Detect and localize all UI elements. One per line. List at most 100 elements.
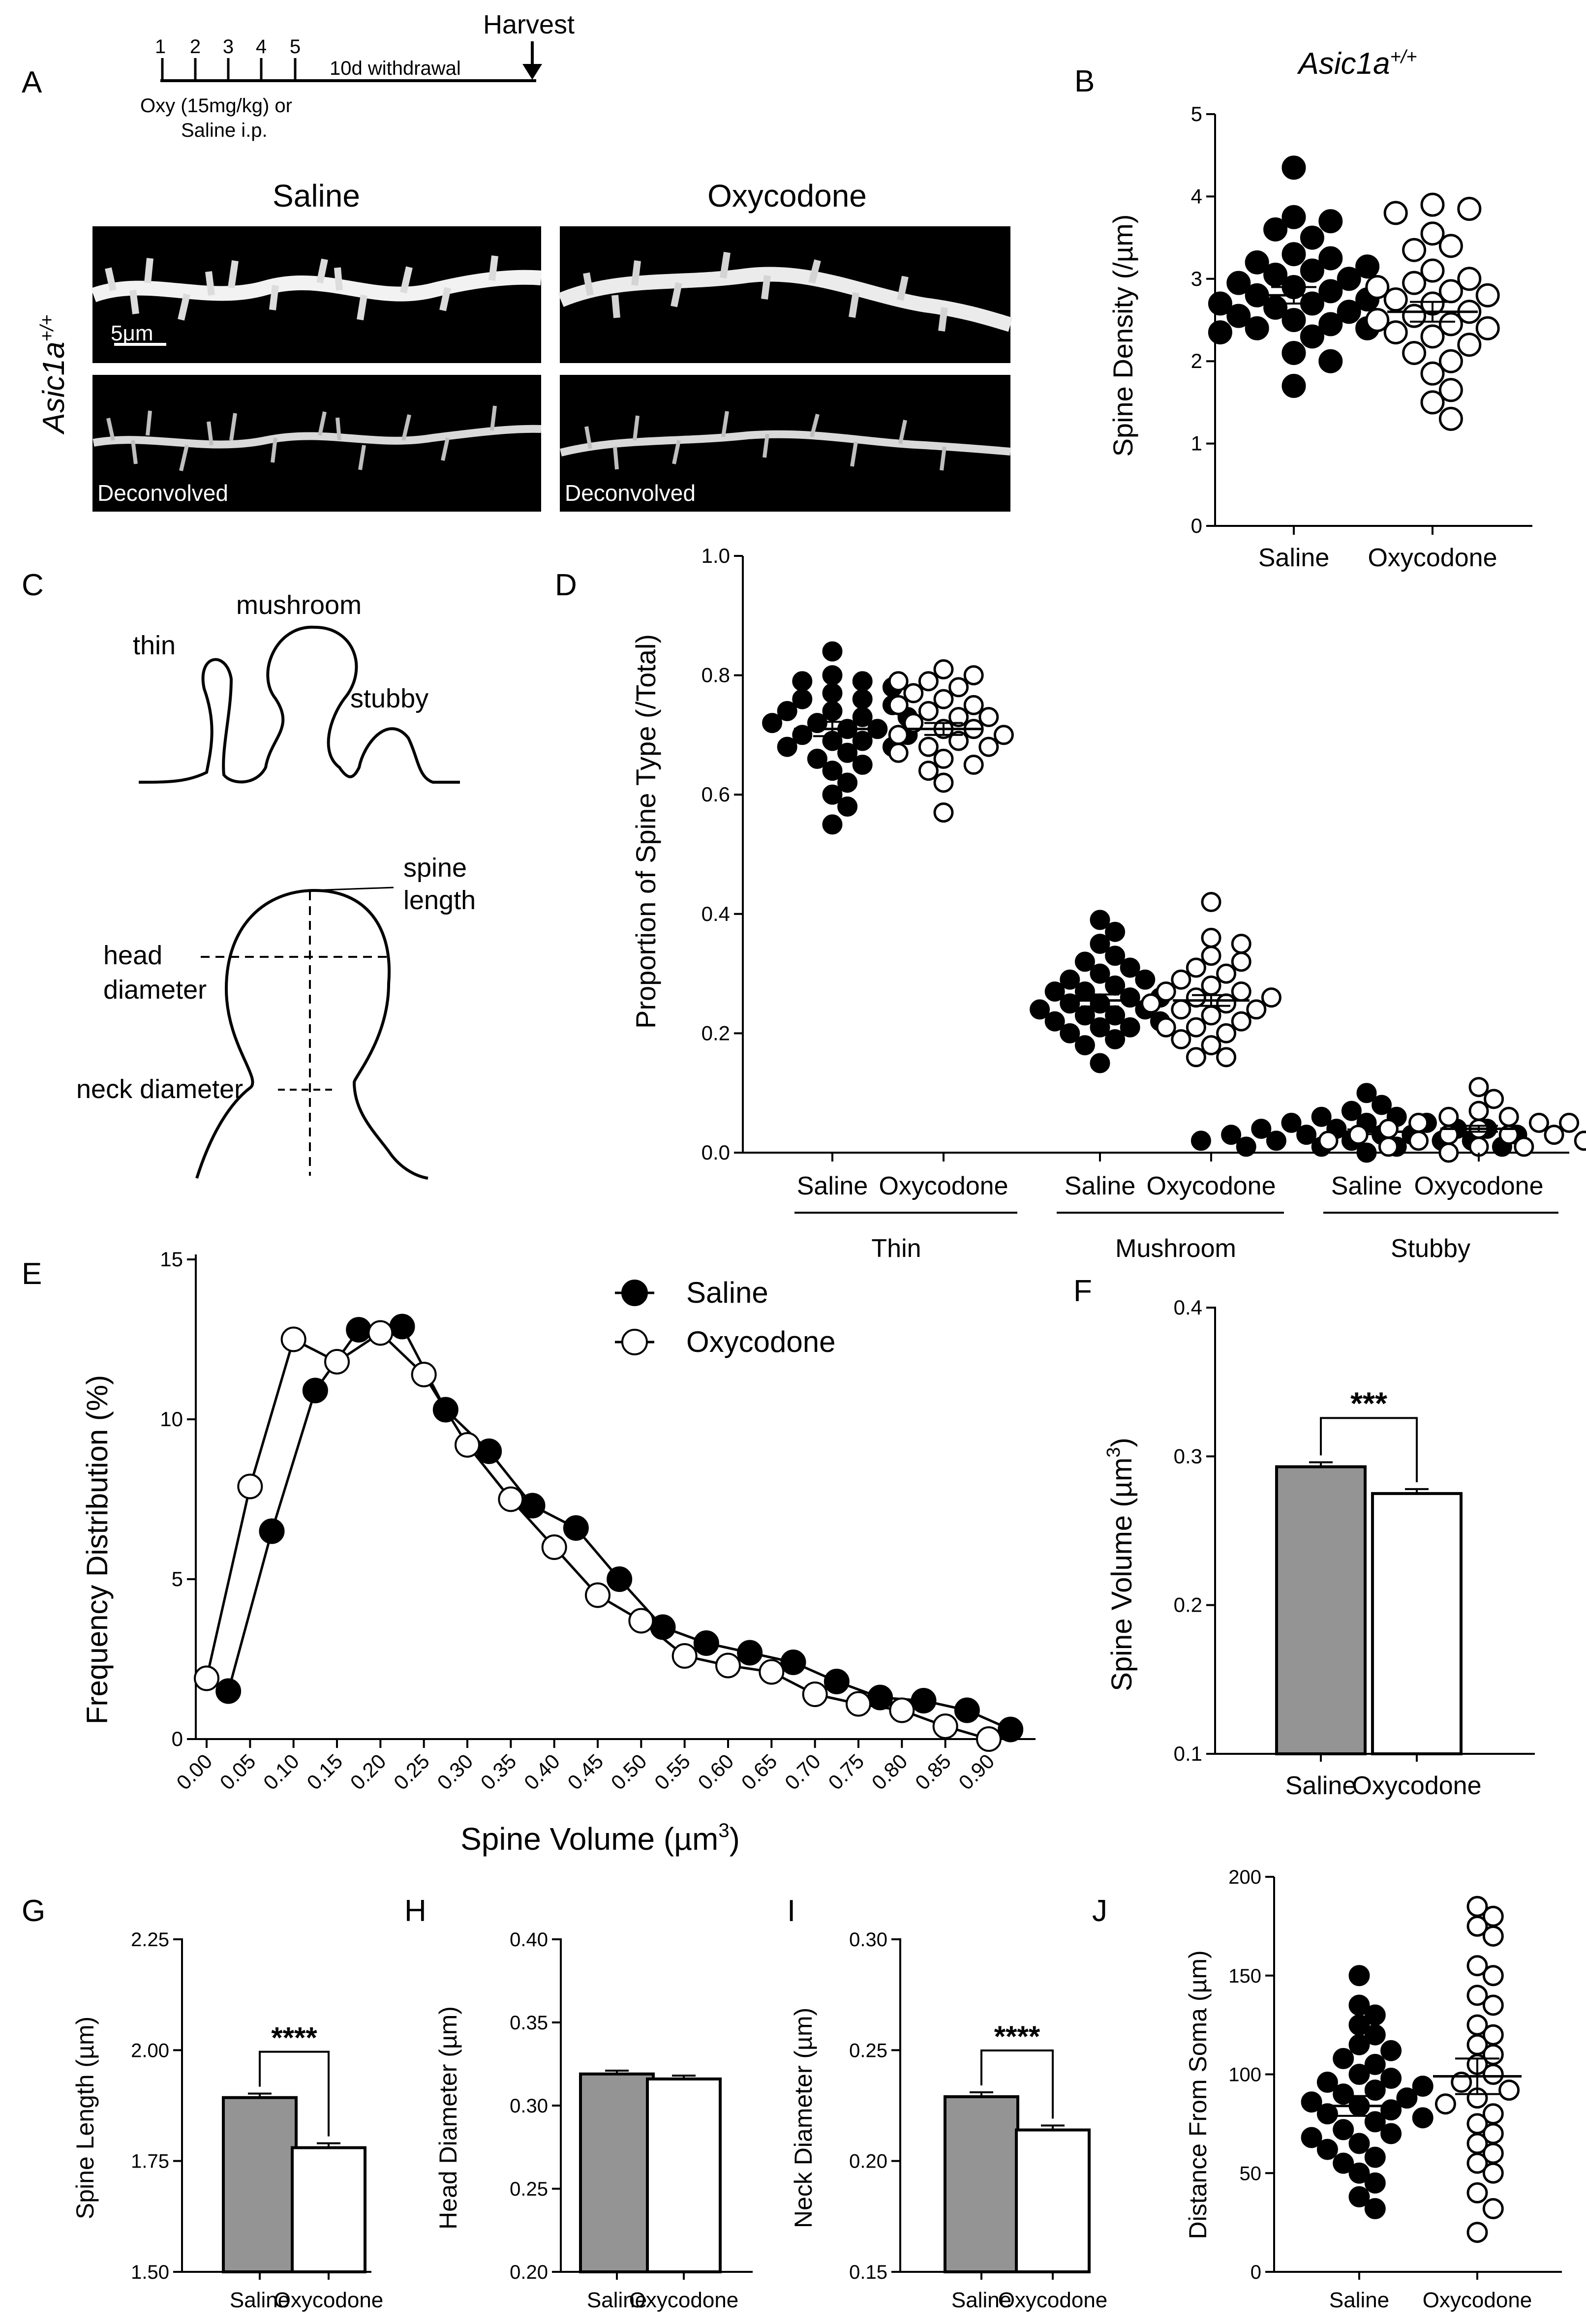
point-saline: [1090, 933, 1110, 954]
y-tick-label: 0.40: [510, 1929, 548, 1951]
point-saline: [852, 689, 873, 709]
y-axis-label: Head Diameter (µm): [434, 2006, 462, 2230]
point-saline: [1263, 217, 1288, 242]
point-oxycodone: [978, 707, 999, 728]
point-oxycodone: [367, 1320, 394, 1346]
y-axis-label: Spine Length (µm): [71, 2017, 99, 2219]
point-saline: [852, 671, 873, 692]
x-tick-label: 0.65: [737, 1749, 782, 1794]
y-tick-label: 0.15: [849, 2262, 887, 2283]
point-oxycodone: [918, 761, 939, 781]
x-tick-label: 0.10: [259, 1749, 304, 1794]
point-oxycodone: [715, 1652, 741, 1679]
point-saline: [302, 1377, 328, 1404]
y-axis-label: Spine Density (/µm): [1107, 214, 1138, 457]
mushroom-label: mushroom: [236, 590, 362, 620]
significance-stars: ***: [1350, 1385, 1387, 1421]
point-oxycodone: [1216, 1023, 1237, 1043]
point-oxycodone: [1420, 324, 1445, 349]
y-tick-label: 0.35: [510, 2012, 548, 2034]
bar-saline: [579, 2072, 655, 2273]
panel-letter-e: E: [22, 1257, 42, 1291]
deconvolved-label: Deconvolved: [97, 480, 228, 506]
y-tick-label: 5: [172, 1567, 183, 1590]
point-oxycodone: [1156, 1017, 1176, 1038]
point-saline: [1281, 205, 1306, 229]
point-saline: [777, 701, 797, 721]
point-oxycodone: [963, 755, 984, 775]
y-tick-label: 1: [1191, 432, 1202, 455]
point-oxycodone: [1186, 957, 1206, 978]
harvest-arrowhead: [522, 64, 542, 80]
point-saline: [1105, 1029, 1126, 1050]
y-tick-label: 200: [1228, 1866, 1261, 1888]
point-saline: [1090, 910, 1110, 930]
point-saline: [1364, 2053, 1386, 2075]
point-oxycodone: [1378, 1118, 1399, 1139]
point-oxycodone: [1482, 1994, 1504, 2016]
point-oxycodone: [498, 1486, 524, 1512]
point-oxycodone: [1408, 1131, 1429, 1151]
point-saline: [1333, 2152, 1354, 2174]
chart-b-title: Asic1a+/+: [1296, 47, 1417, 81]
x-tick-label: 0.30: [432, 1749, 477, 1794]
point-oxycodone: [846, 1691, 871, 1717]
point-oxycodone: [1186, 987, 1206, 1008]
point-oxycodone: [1420, 361, 1445, 386]
point-oxycodone: [1201, 927, 1221, 948]
x-tick-label: Oxycodone: [1414, 1172, 1543, 1200]
significance-bracket: [1320, 1417, 1418, 1482]
point-saline: [1364, 2172, 1386, 2194]
chart-h: H Head Diameter (µm) 0.20 0.25 0.30 0.35 0.4…: [404, 1894, 753, 2312]
point-saline: [1074, 1035, 1095, 1056]
point-saline: [1236, 1136, 1256, 1157]
day-label: 3: [223, 36, 234, 58]
x-tick-label: 0.60: [693, 1749, 738, 1794]
x-tick-label: Oxycodone: [1352, 1772, 1481, 1800]
point-saline: [807, 713, 827, 734]
point-oxycodone: [1468, 1101, 1489, 1121]
panel-letter-b: B: [1074, 64, 1095, 98]
day-label: 1: [155, 36, 166, 58]
y-tick-label: 0.3: [1174, 1444, 1202, 1468]
point-oxycodone: [1528, 1112, 1549, 1133]
panel-a: A 1 2 3 4 5 10d withdrawal Harvest Oxy (…: [22, 10, 1013, 512]
withdrawal-label: 10d withdrawal: [330, 58, 461, 79]
point-saline: [693, 1630, 719, 1656]
y-tick-label: 0.25: [510, 2178, 548, 2200]
point-saline: [1226, 271, 1251, 295]
x-tick-label: Saline: [1258, 544, 1330, 572]
point-oxycodone: [932, 1713, 958, 1739]
point-saline: [1316, 2103, 1338, 2125]
data-points: Saline Oxycodone: [1208, 155, 1500, 572]
y-tick-label: 0: [1250, 2262, 1261, 2283]
point-saline: [1348, 2133, 1370, 2154]
point-oxycodone: [802, 1682, 828, 1707]
point-saline: [1348, 2162, 1370, 2184]
y-tick-label: 0.4: [1174, 1296, 1202, 1319]
x-tick-label: Saline: [1065, 1172, 1136, 1200]
chart-e: E Frequency Distribution (%) Spine Volum…: [22, 1248, 1036, 1857]
point-saline: [737, 1640, 763, 1666]
point-oxycodone: [1482, 1925, 1504, 1947]
point-oxycodone: [585, 1582, 610, 1608]
point-saline: [780, 1650, 806, 1675]
bar-oxycodone: [1015, 2128, 1091, 2273]
point-saline: [777, 736, 797, 757]
y-tick-label: 0.30: [849, 1929, 887, 1951]
point-saline: [389, 1314, 415, 1340]
point-oxycodone: [918, 671, 939, 692]
point-saline: [1105, 946, 1126, 966]
point-oxycodone: [1216, 993, 1237, 1014]
head-diameter-label: diameter: [103, 975, 207, 1005]
point-oxycodone: [1482, 2064, 1504, 2085]
point-oxycodone: [1318, 1131, 1339, 1151]
point-saline: [1120, 957, 1140, 978]
point-saline: [1318, 312, 1343, 336]
point-oxycodone: [963, 695, 984, 715]
y-tick-label: 50: [1240, 2163, 1262, 2184]
x-tick-label: 0.75: [824, 1749, 868, 1794]
point-saline: [1105, 975, 1126, 996]
chart-j: J Distance From Soma (µm) 0 50 100 150 200 S…: [1092, 1866, 1562, 2312]
